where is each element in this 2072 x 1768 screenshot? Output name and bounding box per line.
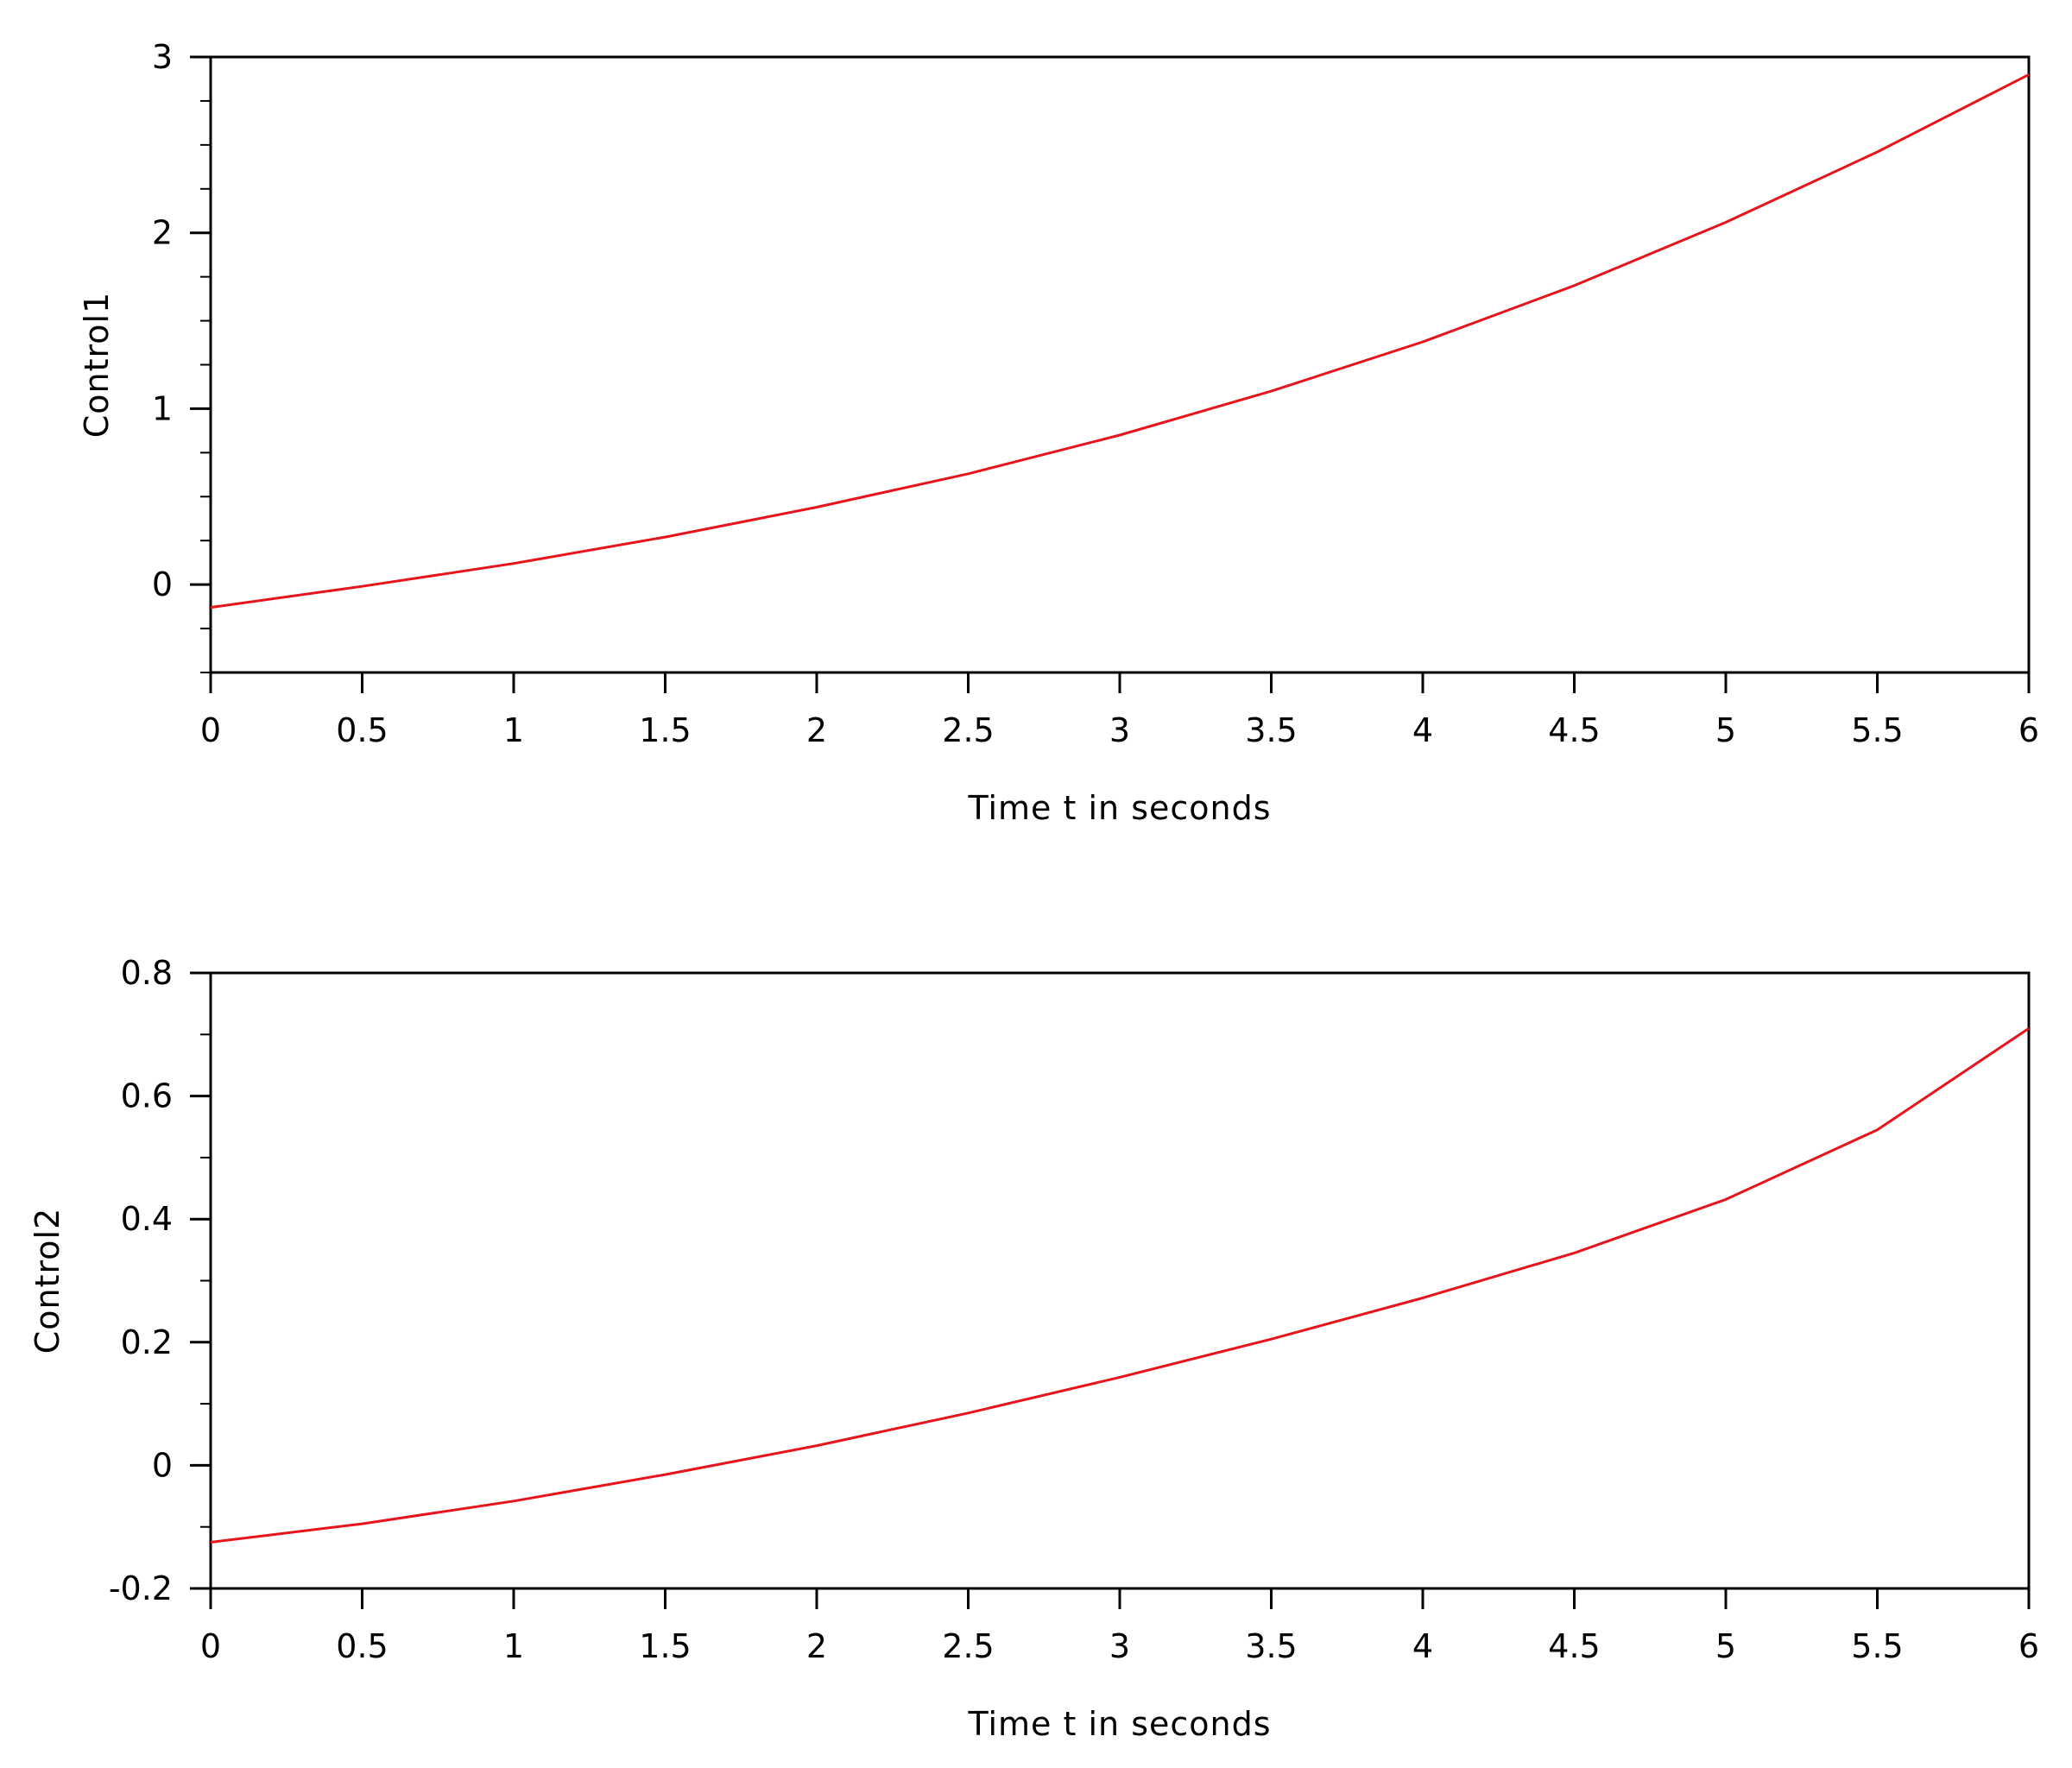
series-line [210, 73, 2030, 609]
x-tick-label: 5 [1715, 711, 1736, 749]
x-tick-label: 3.5 [1245, 711, 1297, 749]
y-tick-label: -0.2 [109, 1569, 173, 1607]
x-tick-label: 0.5 [336, 1627, 388, 1665]
y-tick-label: 0.6 [121, 1077, 173, 1115]
x-tick-label: 4.5 [1548, 1627, 1600, 1665]
x-tick-label: 3 [1109, 1627, 1130, 1665]
x-tick-label: 4.5 [1548, 711, 1600, 749]
plot-frame [209, 55, 2031, 674]
y-tick-label: 0 [152, 565, 173, 603]
x-tick-label: 6 [2018, 711, 2039, 749]
y-tick-label: 1 [152, 389, 173, 427]
y-axis-label: Control1 [78, 292, 116, 439]
series-line [210, 1026, 2030, 1544]
x-tick-label: 3.5 [1245, 1627, 1297, 1665]
x-tick-label: 5.5 [1851, 711, 1903, 749]
x-tick-label: 6 [2018, 1627, 2039, 1665]
x-tick-label: 2 [806, 1627, 827, 1665]
x-tick-label: 1.5 [639, 711, 691, 749]
x-tick-label: 5 [1715, 1627, 1736, 1665]
x-tick-label: 0.5 [336, 711, 388, 749]
x-tick-label: 0 [200, 1627, 221, 1665]
y-tick-label: 0.8 [121, 954, 173, 992]
y-tick-label: 2 [152, 214, 173, 252]
x-axis-label: Time t in seconds [967, 789, 1271, 827]
chart-1: 0 0.5 1 1.5 2 2.5 3 3.5 4 4.5 5 5.5 6 0 1 2 3 Time t in s… [78, 38, 2039, 827]
x-axis-label: Time t in seconds [967, 1705, 1271, 1743]
x-tick-label: 4 [1412, 1627, 1433, 1665]
x-tick-label: 4 [1412, 711, 1433, 749]
x-tick-label: 2.5 [942, 711, 994, 749]
x-tick-label: 2.5 [942, 1627, 994, 1665]
y-tick-label: 0.4 [121, 1200, 173, 1238]
y-tick-label: 3 [152, 38, 173, 76]
y-tick-label: 0.2 [121, 1323, 173, 1361]
y-tick-label: 0 [152, 1446, 173, 1484]
x-tick-label: 2 [806, 711, 827, 749]
plot-frame [209, 971, 2031, 1590]
x-tick-label: 1.5 [639, 1627, 691, 1665]
x-tick-label: 0 [200, 711, 221, 749]
x-tick-label: 1 [503, 1627, 524, 1665]
y-axis-label: Control2 [28, 1208, 66, 1354]
x-tick-label: 3 [1109, 711, 1130, 749]
x-tick-label: 1 [503, 711, 524, 749]
x-tick-label: 5.5 [1851, 1627, 1903, 1665]
chart-2: 0 0.5 1 1.5 2 2.5 3 3.5 4 4.5 5 5.5 6 -0.2 0 0.2 0.4 0.6 0… [28, 954, 2039, 1743]
